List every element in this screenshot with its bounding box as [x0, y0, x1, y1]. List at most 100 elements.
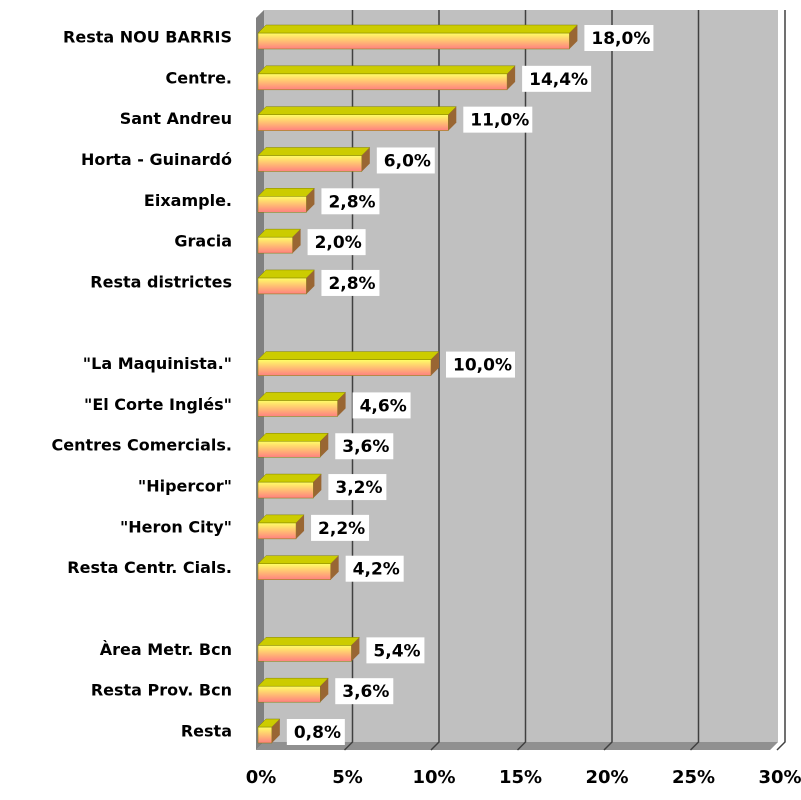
grid-line — [516, 10, 527, 751]
value-label: 2,2% — [318, 519, 365, 539]
value-label: 3,6% — [342, 437, 389, 457]
value-label: 3,6% — [342, 682, 389, 702]
value-label-box — [463, 106, 533, 133]
bar-top — [257, 147, 371, 156]
value-label: 3,2% — [335, 478, 382, 498]
bar-side — [296, 514, 305, 539]
bar-side — [306, 188, 315, 213]
y-tick-label: "El Corte Inglés" — [84, 395, 232, 414]
bar — [257, 359, 432, 376]
grid-line — [603, 10, 613, 751]
value-label: 14,4% — [529, 70, 588, 90]
x-tick-label: 30% — [758, 767, 801, 788]
value-label: 0,8% — [294, 723, 341, 743]
bar-side — [431, 351, 439, 376]
bar-top — [257, 473, 322, 483]
x-tick-label: 20% — [585, 767, 628, 788]
bar-top — [257, 514, 305, 524]
bar — [257, 685, 321, 703]
y-tick-label: Sant Andreu — [120, 109, 232, 128]
y-tick-label: Gracia — [174, 232, 232, 251]
bar-top — [257, 65, 516, 75]
value-label: 4,2% — [353, 560, 400, 580]
value-label-box — [307, 229, 366, 256]
bar-top — [257, 392, 347, 401]
value-label: 2,0% — [315, 233, 362, 253]
bar — [257, 236, 293, 254]
bar-side — [569, 25, 578, 49]
y-tick-label: Resta NOU BARRIS — [63, 28, 232, 47]
bar-side — [337, 392, 346, 417]
bar-top — [257, 351, 440, 360]
bar-side — [320, 433, 329, 458]
x-tick-label: 10% — [412, 767, 455, 788]
value-label-box — [311, 514, 370, 541]
grid-line — [689, 10, 700, 751]
bar-side — [507, 65, 516, 90]
value-label-box — [584, 25, 654, 51]
x-tick-label: 0% — [246, 767, 277, 788]
y-tick-label: Àrea Metr. Bcn — [100, 640, 232, 659]
value-label-box — [522, 65, 592, 92]
bar — [257, 400, 338, 417]
x-tick-label: 25% — [672, 767, 715, 788]
bar-top — [257, 269, 316, 279]
floor — [256, 742, 778, 750]
y-tick-label: "Hipercor" — [138, 477, 232, 496]
y-tick-label: Centre. — [166, 68, 232, 87]
value-label-box — [321, 188, 380, 215]
value-label-box — [286, 719, 345, 745]
bar-side — [320, 678, 329, 703]
value-label: 4,6% — [360, 396, 407, 416]
bar-side — [448, 106, 457, 131]
bar — [257, 563, 331, 580]
bar-top — [257, 637, 361, 646]
value-label-box — [328, 474, 387, 501]
y-tick-label: Eixample. — [144, 191, 232, 210]
value-label-box — [321, 269, 380, 296]
value-label-box — [345, 555, 404, 582]
bar — [257, 277, 307, 295]
value-label-box — [352, 392, 411, 419]
bar-top — [257, 432, 329, 442]
value-label: 5,4% — [373, 641, 420, 661]
bar-side — [351, 637, 360, 662]
x-tick-label: 5% — [332, 767, 363, 788]
bar-side — [306, 269, 315, 294]
y-tick-label: Resta Prov. Bcn — [91, 681, 232, 700]
bar-top — [257, 677, 329, 687]
value-label-box — [335, 678, 394, 705]
bar-side — [361, 147, 370, 172]
value-label: 6,0% — [384, 151, 431, 171]
grid-line — [776, 10, 786, 751]
bar — [257, 196, 307, 213]
value-label: 2,8% — [328, 192, 375, 212]
y-tick-label: Centres Comercials. — [52, 436, 232, 455]
bar — [257, 645, 352, 662]
value-label-box — [366, 637, 425, 664]
y-tick-label: "Heron City" — [120, 517, 232, 536]
bar-top — [257, 188, 316, 197]
x-tick-label: 15% — [499, 767, 542, 788]
y-tick-label: Resta districtes — [90, 272, 232, 291]
y-tick-label: Horta - Guinardó — [81, 150, 232, 169]
bar-side — [292, 229, 301, 254]
bar-top — [257, 106, 457, 115]
value-label: 2,8% — [328, 274, 375, 294]
bar — [257, 73, 508, 91]
bar — [257, 114, 449, 131]
grid-line — [430, 10, 440, 751]
bar — [257, 155, 363, 172]
bar — [257, 440, 321, 458]
value-label-box — [335, 433, 394, 460]
bar — [257, 32, 570, 50]
y-tick-label: Resta — [181, 722, 232, 741]
value-label-box — [376, 147, 435, 174]
bar — [257, 522, 297, 540]
bar-top — [257, 555, 340, 564]
bar — [257, 481, 314, 499]
bar-side — [313, 474, 322, 499]
bar — [257, 726, 273, 744]
bar-top — [257, 24, 579, 34]
value-label: 11,0% — [470, 111, 529, 131]
